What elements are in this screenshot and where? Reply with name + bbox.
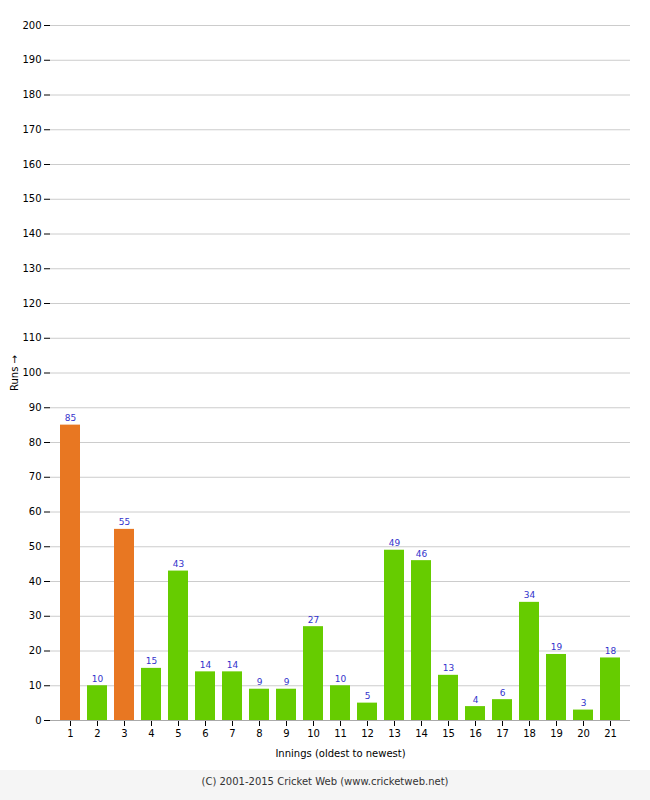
svg-text:34: 34 bbox=[524, 590, 536, 600]
svg-text:20: 20 bbox=[29, 645, 42, 656]
svg-text:140: 140 bbox=[22, 228, 41, 239]
svg-text:7: 7 bbox=[229, 728, 235, 739]
svg-text:180: 180 bbox=[22, 89, 41, 100]
svg-text:10: 10 bbox=[307, 728, 320, 739]
svg-text:70: 70 bbox=[29, 471, 42, 482]
svg-text:17: 17 bbox=[496, 728, 509, 739]
svg-text:190: 190 bbox=[22, 54, 41, 65]
svg-text:49: 49 bbox=[389, 538, 401, 548]
svg-text:120: 120 bbox=[22, 298, 41, 309]
svg-text:13: 13 bbox=[388, 728, 401, 739]
svg-text:9: 9 bbox=[257, 677, 263, 687]
svg-text:46: 46 bbox=[416, 549, 428, 559]
svg-text:13: 13 bbox=[443, 663, 454, 673]
svg-text:20: 20 bbox=[577, 728, 590, 739]
svg-text:14: 14 bbox=[227, 660, 239, 670]
svg-text:Runs →: Runs → bbox=[9, 355, 20, 391]
svg-text:18: 18 bbox=[523, 728, 536, 739]
svg-text:55: 55 bbox=[119, 517, 130, 527]
svg-text:50: 50 bbox=[29, 541, 42, 552]
svg-text:14: 14 bbox=[200, 660, 212, 670]
svg-text:6: 6 bbox=[500, 688, 506, 698]
svg-text:10: 10 bbox=[29, 680, 42, 691]
svg-text:16: 16 bbox=[469, 728, 482, 739]
svg-text:15: 15 bbox=[442, 728, 455, 739]
svg-text:21: 21 bbox=[604, 728, 617, 739]
svg-text:9: 9 bbox=[283, 728, 289, 739]
svg-text:12: 12 bbox=[361, 728, 374, 739]
svg-text:14: 14 bbox=[415, 728, 428, 739]
svg-text:4: 4 bbox=[148, 728, 154, 739]
svg-text:15: 15 bbox=[146, 656, 157, 666]
svg-text:0: 0 bbox=[35, 715, 41, 726]
svg-text:19: 19 bbox=[551, 642, 563, 652]
svg-text:60: 60 bbox=[29, 506, 42, 517]
svg-text:9: 9 bbox=[284, 677, 290, 687]
svg-text:2: 2 bbox=[94, 728, 100, 739]
svg-text:3: 3 bbox=[121, 728, 127, 739]
svg-text:1: 1 bbox=[67, 728, 73, 739]
svg-text:90: 90 bbox=[29, 402, 42, 413]
svg-text:100: 100 bbox=[22, 367, 41, 378]
svg-text:130: 130 bbox=[22, 263, 41, 274]
svg-text:110: 110 bbox=[22, 332, 41, 343]
svg-text:40: 40 bbox=[29, 576, 42, 587]
svg-text:150: 150 bbox=[22, 193, 41, 204]
svg-text:80: 80 bbox=[29, 437, 42, 448]
svg-text:10: 10 bbox=[92, 674, 104, 684]
svg-text:160: 160 bbox=[22, 159, 41, 170]
svg-text:170: 170 bbox=[22, 124, 41, 135]
svg-text:18: 18 bbox=[605, 646, 617, 656]
svg-text:30: 30 bbox=[29, 610, 42, 621]
svg-text:5: 5 bbox=[175, 728, 181, 739]
svg-text:10: 10 bbox=[335, 674, 347, 684]
svg-text:19: 19 bbox=[550, 728, 563, 739]
svg-text:Innings (oldest to newest): Innings (oldest to newest) bbox=[275, 748, 405, 759]
svg-text:43: 43 bbox=[173, 559, 184, 569]
svg-text:85: 85 bbox=[65, 413, 76, 423]
svg-text:6: 6 bbox=[202, 728, 208, 739]
svg-text:11: 11 bbox=[334, 728, 347, 739]
svg-text:27: 27 bbox=[308, 615, 319, 625]
html-text:(C) 2001-2015 Cricket Web (www: (C) 2001-2015 Cricket Web (www.cricketwe… bbox=[201, 776, 449, 787]
svg-text:8: 8 bbox=[256, 728, 262, 739]
svg-text:5: 5 bbox=[365, 691, 371, 701]
svg-text:200: 200 bbox=[22, 20, 41, 31]
svg-text:4: 4 bbox=[473, 695, 479, 705]
svg-text:3: 3 bbox=[581, 698, 587, 708]
